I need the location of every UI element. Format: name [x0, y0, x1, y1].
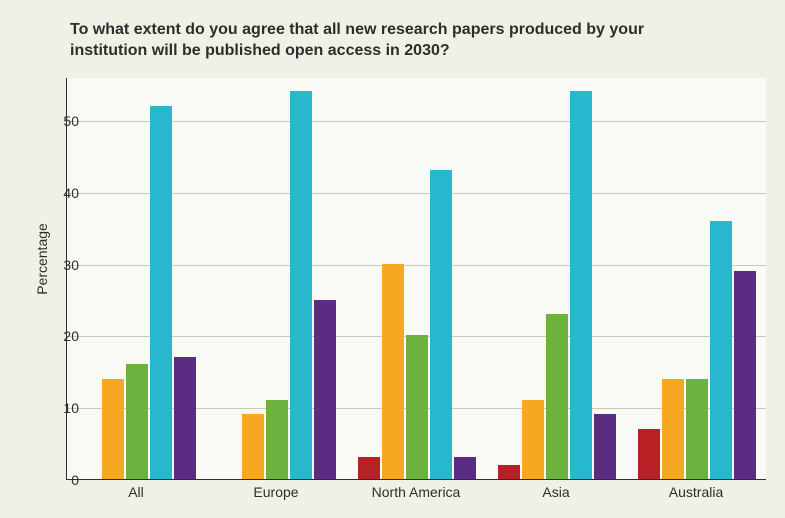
bar — [546, 314, 568, 479]
bar — [382, 264, 404, 479]
chart-title: To what extent do you agree that all new… — [70, 20, 715, 62]
bar — [314, 300, 336, 479]
plot-area — [66, 78, 766, 480]
y-tick-label: 50 — [49, 113, 79, 129]
bar — [522, 400, 544, 479]
bar — [430, 170, 452, 479]
bar — [498, 465, 520, 479]
y-tick-label: 0 — [49, 472, 79, 488]
bar — [570, 91, 592, 479]
x-tick-label: All — [128, 484, 144, 500]
bar — [242, 414, 264, 479]
bar — [594, 414, 616, 479]
bar — [638, 429, 660, 479]
bar — [406, 335, 428, 479]
y-tick-label: 20 — [49, 328, 79, 344]
bar — [174, 357, 196, 479]
bar — [266, 400, 288, 479]
x-tick-label: North America — [372, 484, 461, 500]
bar — [686, 379, 708, 480]
y-tick-label: 40 — [49, 185, 79, 201]
y-tick-label: 30 — [49, 257, 79, 273]
y-axis-label: Percentage — [34, 223, 50, 295]
bar — [734, 271, 756, 479]
y-tick-label: 10 — [49, 400, 79, 416]
x-tick-label: Asia — [542, 484, 569, 500]
bar — [126, 364, 148, 479]
x-tick-label: Australia — [669, 484, 723, 500]
bar — [358, 457, 380, 479]
bar — [662, 379, 684, 480]
bar — [102, 379, 124, 480]
bar — [454, 457, 476, 479]
bar — [150, 106, 172, 479]
bar — [710, 221, 732, 479]
bar — [290, 91, 312, 479]
x-tick-label: Europe — [253, 484, 298, 500]
